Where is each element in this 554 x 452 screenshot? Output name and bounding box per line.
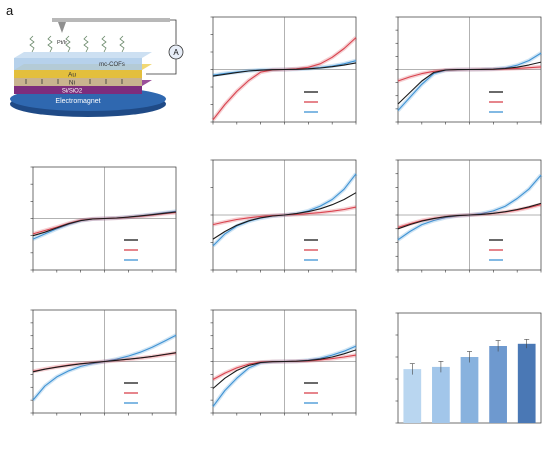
ammeter-label: A <box>173 48 179 57</box>
cof-layer-label: mc-COFs <box>99 62 125 68</box>
series-line-Mag0 <box>397 202 542 230</box>
cof-layer <box>14 58 142 70</box>
chart-panel-d <box>30 166 177 273</box>
si-layer <box>14 86 142 94</box>
ni-layer-label: Ni <box>69 80 75 87</box>
bar <box>489 346 507 423</box>
cof-layer-top <box>14 52 152 58</box>
tip <box>58 22 66 33</box>
series-line-Mag0 <box>32 352 177 373</box>
series-line-Mag0 <box>212 62 357 77</box>
bar <box>432 366 450 423</box>
wire-bottom <box>146 59 177 75</box>
series-line-Mag0 <box>32 211 177 237</box>
chart-panel-e <box>210 159 358 273</box>
chart-panel-c <box>395 16 543 125</box>
electromagnet-label: Electromagnet <box>55 98 100 105</box>
si-layer-label: Si/SiO2 <box>62 89 83 95</box>
wire-top <box>170 19 177 44</box>
bar <box>517 343 536 423</box>
series-line-Mag0 <box>397 61 542 105</box>
au-layer-label: Au <box>68 72 76 79</box>
chart-panel-g <box>30 309 177 416</box>
ni-layer <box>14 78 142 86</box>
bar <box>460 357 479 423</box>
chart-panel-h <box>210 309 357 416</box>
cof-molecules <box>29 35 125 53</box>
chart-panel-f <box>395 159 543 273</box>
panel-a: a Electromagnet Si/SiO2 Ni Au mc-COFs <box>6 3 184 117</box>
bar <box>403 369 422 423</box>
tip-label: Pt/Ir <box>57 40 67 46</box>
chart-panel-i <box>395 312 542 424</box>
au-layer <box>14 70 142 78</box>
series-line-Mag0 <box>212 349 357 389</box>
panel-letter-a: a <box>6 3 14 18</box>
tip-cantilever <box>52 18 170 22</box>
spin-arrows <box>25 79 123 84</box>
chart-panel-b <box>210 16 358 125</box>
series-line-Mag0 <box>212 192 357 240</box>
